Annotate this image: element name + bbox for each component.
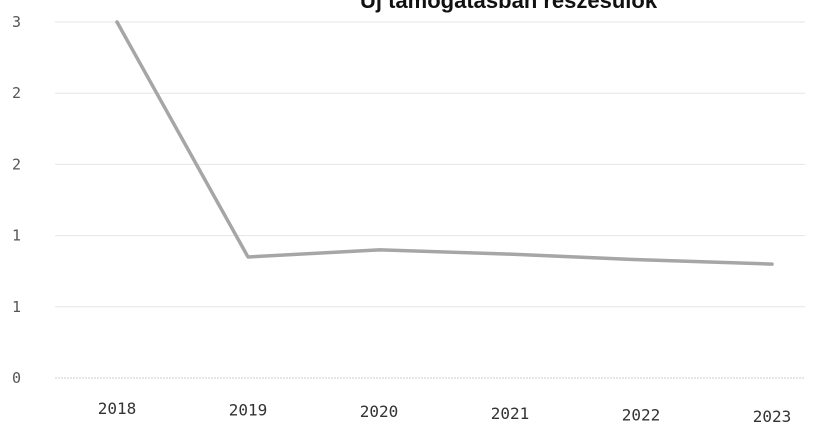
y-tick-label: 2 [12,84,21,102]
data-point [508,252,512,256]
y-axis-ticks: 0 1 1 2 2 3 [12,13,21,387]
y-tick-label: 2 [12,155,21,173]
y-tick-label: 0 [12,369,21,387]
x-tick-label: 2019 [229,401,268,420]
y-tick-label: 1 [12,227,21,245]
y-tick-label: 3 [12,13,21,31]
series-line-0 [115,20,774,266]
grid-lines [55,21,805,379]
series-layer [115,20,774,266]
data-point [770,262,774,266]
x-tick-label: 2018 [98,399,137,418]
x-tick-label: 2020 [360,402,399,421]
data-point [377,248,381,252]
x-tick-label: 2023 [753,407,792,426]
x-tick-label: 2022 [622,405,661,424]
chart-title: Új támogatásban részesülők [360,0,658,13]
x-tick-label: 2021 [491,404,530,423]
y-tick-label: 1 [12,298,21,316]
data-point [639,258,643,262]
data-point [246,255,250,259]
x-axis-ticks: 2018 2019 2020 2021 2022 2023 [98,399,792,426]
data-point [115,20,119,24]
